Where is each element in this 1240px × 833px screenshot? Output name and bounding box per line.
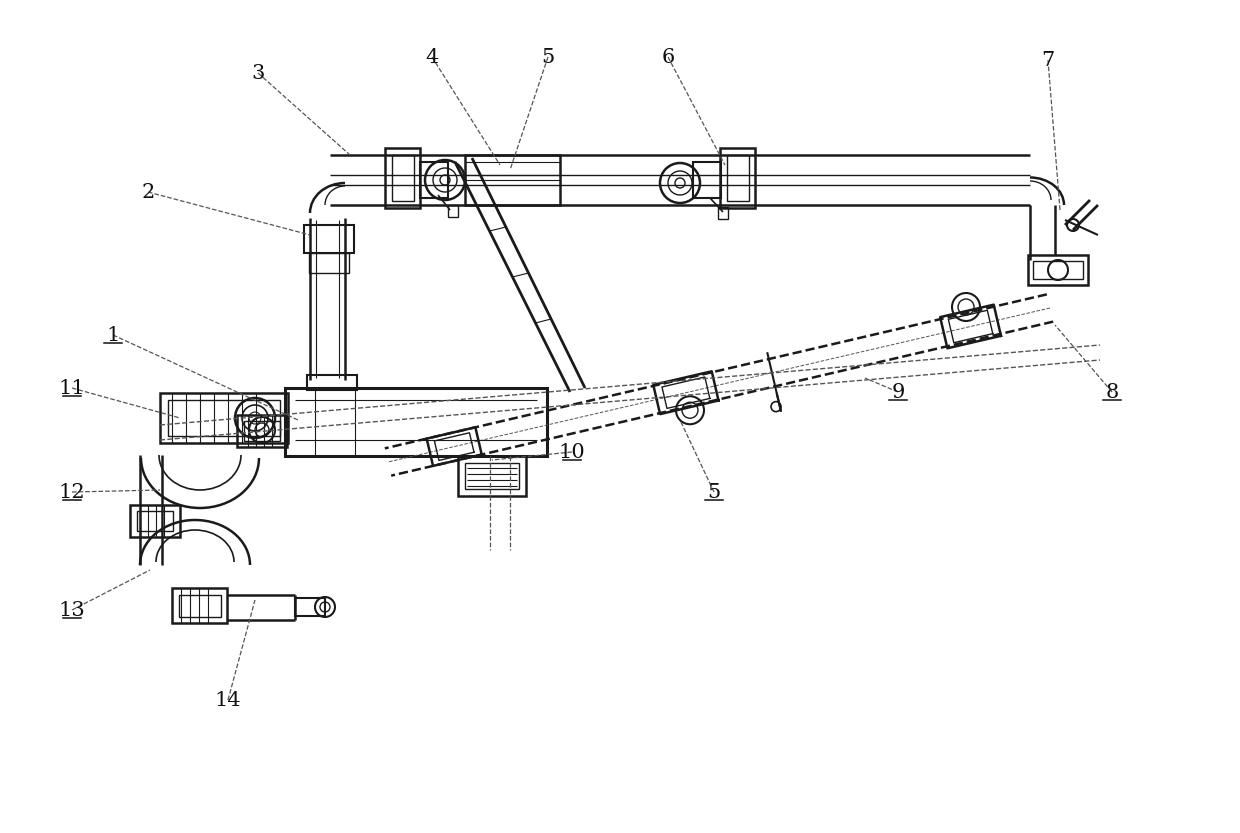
Bar <box>718 207 728 219</box>
Text: 1: 1 <box>107 326 120 345</box>
Bar <box>285 388 547 456</box>
Bar <box>420 162 448 198</box>
Bar <box>384 148 420 208</box>
Bar <box>136 511 174 531</box>
Bar <box>179 595 221 617</box>
Text: 10: 10 <box>559 442 585 461</box>
Bar <box>160 393 288 443</box>
Text: 3: 3 <box>252 63 264 82</box>
Bar <box>392 155 414 201</box>
Bar <box>465 463 520 489</box>
Bar <box>244 421 280 441</box>
Text: 13: 13 <box>58 601 86 620</box>
Text: 4: 4 <box>425 47 439 67</box>
Bar <box>720 148 755 208</box>
Text: 2: 2 <box>141 182 155 202</box>
Bar <box>1028 255 1087 285</box>
Bar <box>130 505 180 537</box>
Bar <box>1033 261 1083 279</box>
Text: 7: 7 <box>1042 51 1055 69</box>
Bar <box>309 253 348 273</box>
Text: 12: 12 <box>58 482 86 501</box>
Bar <box>237 415 286 447</box>
Bar <box>465 155 560 205</box>
Text: 9: 9 <box>892 382 905 402</box>
Bar <box>448 205 458 217</box>
Bar <box>458 456 526 496</box>
Bar <box>167 400 280 436</box>
Bar <box>304 225 353 253</box>
Text: 5: 5 <box>707 482 720 501</box>
Bar <box>172 588 227 623</box>
Text: 5: 5 <box>542 47 554 67</box>
Text: 6: 6 <box>661 47 675 67</box>
Text: 14: 14 <box>215 691 242 710</box>
Text: 8: 8 <box>1105 382 1118 402</box>
Text: 11: 11 <box>58 378 86 397</box>
Bar <box>727 155 749 201</box>
Bar <box>693 162 720 198</box>
Bar <box>308 375 357 390</box>
Bar <box>295 598 325 616</box>
Bar <box>465 162 560 180</box>
